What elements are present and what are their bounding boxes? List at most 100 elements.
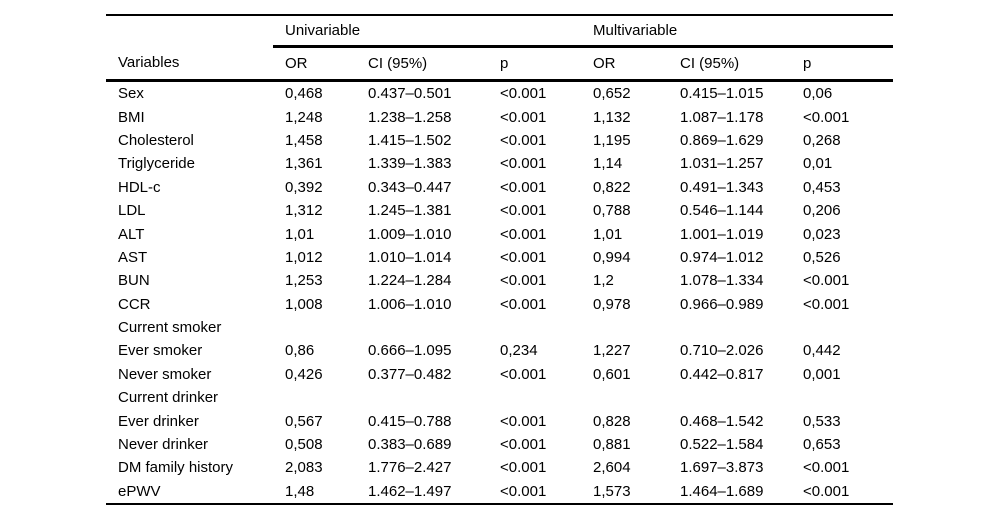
table-row: Never drinker 0,508 0.383–0.689 <0.001 0… <box>106 433 893 456</box>
cell-ci-univariable: 0.437–0.501 <box>368 85 452 103</box>
cell-or-univariable: 1,01 <box>285 225 315 243</box>
cell-ci-multivariable <box>668 316 791 339</box>
column-header-p-univariable: p <box>488 46 581 82</box>
table-row: Ever drinker 0,567 0.415–0.788 <0.001 0,… <box>106 409 893 432</box>
cell-or-multivariable: 0,994 <box>593 248 631 266</box>
cell-p-multivariable: <0.001 <box>803 272 850 290</box>
cell-or-multivariable: 0,978 <box>593 295 631 313</box>
cell-or-univariable: 0,508 <box>285 436 323 454</box>
row-label: ePWV <box>106 479 273 506</box>
cell-ci-multivariable: 0.974–1.012 <box>680 248 764 266</box>
row-label: Current smoker <box>118 319 222 337</box>
regression-table: Univariable Multivariable Variables OR C… <box>106 14 894 506</box>
cell-ci-multivariable: 1.031–1.257 <box>680 155 764 173</box>
cell-or-multivariable: 0,881 <box>593 436 631 454</box>
column-header-or-multivariable: OR <box>581 46 668 82</box>
cell-p-multivariable <box>791 316 893 339</box>
table-row: LDL 1,312 1.245–1.381 <0.001 0,788 0.546… <box>106 199 893 222</box>
cell-ci-univariable <box>356 386 488 409</box>
table-row: Triglyceride 1,361 1.339–1.383 <0.001 1,… <box>106 152 893 175</box>
table-row: Never smoker 0,426 0.377–0.482 <0.001 0,… <box>106 363 893 386</box>
cell-p-univariable: <0.001 <box>500 459 547 477</box>
cell-p-multivariable: <0.001 <box>791 479 894 506</box>
cell-p-univariable <box>488 386 581 409</box>
cell-or-multivariable: 0,822 <box>593 178 631 196</box>
cell-p-univariable: <0.001 <box>500 131 547 149</box>
cell-or-univariable: 1,248 <box>285 108 323 126</box>
cell-or-multivariable <box>581 316 668 339</box>
cell-or-univariable: 1,312 <box>285 202 323 220</box>
table-row: AST 1,012 1.010–1.014 <0.001 0,994 0.974… <box>106 246 893 269</box>
cell-or-multivariable <box>581 386 668 409</box>
cell-ci-univariable: 0.666–1.095 <box>368 342 452 360</box>
cell-or-univariable <box>273 386 356 409</box>
group-header-univariable: Univariable <box>273 14 581 48</box>
cell-or-multivariable: 0,828 <box>593 412 631 430</box>
cell-ci-univariable: 1.010–1.014 <box>368 248 452 266</box>
cell-or-univariable: 1,458 <box>285 131 323 149</box>
table-row: BMI 1,248 1.238–1.258 <0.001 1,132 1.087… <box>106 105 893 128</box>
table-row: HDL-c 0,392 0.343–0.447 <0.001 0,822 0.4… <box>106 176 893 199</box>
cell-or-multivariable: 0,601 <box>593 365 631 383</box>
group-header-spacer <box>106 14 273 47</box>
cell-p-univariable: <0.001 <box>500 202 547 220</box>
cell-or-multivariable: 1,227 <box>593 342 631 360</box>
cell-ci-multivariable: 0.966–0.989 <box>680 295 764 313</box>
cell-p-univariable: <0.001 <box>500 178 547 196</box>
cell-or-univariable: 1,253 <box>285 272 323 290</box>
row-label: BUN <box>118 272 150 290</box>
cell-p-multivariable: 0,442 <box>803 342 841 360</box>
table-body: Sex 0,468 0.437–0.501 <0.001 0,652 0.415… <box>106 81 894 506</box>
cell-ci-multivariable: 0.522–1.584 <box>680 436 764 454</box>
table-row: Cholesterol 1,458 1.415–1.502 <0.001 1,1… <box>106 129 893 152</box>
cell-or-univariable: 2,083 <box>285 459 323 477</box>
cell-ci-multivariable: 0.869–1.629 <box>680 131 764 149</box>
row-label: Cholesterol <box>118 131 194 149</box>
table-head: Univariable Multivariable Variables OR C… <box>106 14 894 82</box>
row-label: AST <box>118 248 148 266</box>
cell-p-univariable: <0.001 <box>500 272 547 290</box>
cell-p-univariable: <0.001 <box>500 436 547 454</box>
cell-ci-univariable: 1.462–1.497 <box>356 479 488 506</box>
row-label: LDL <box>118 202 146 220</box>
row-label: Sex <box>118 85 144 103</box>
table-row: BUN 1,253 1.224–1.284 <0.001 1,2 1.078–1… <box>106 269 893 292</box>
cell-or-univariable <box>273 316 356 339</box>
cell-or-multivariable: 0,652 <box>593 85 631 103</box>
cell-ci-univariable: 1.776–2.427 <box>368 459 452 477</box>
cell-p-univariable: <0.001 <box>500 155 547 173</box>
cell-or-multivariable: 0,788 <box>593 202 631 220</box>
cell-ci-univariable: 0.383–0.689 <box>368 436 452 454</box>
cell-p-univariable: <0.001 <box>500 85 547 103</box>
table-row: DM family history 2,083 1.776–2.427 <0.0… <box>106 456 893 479</box>
cell-p-multivariable: <0.001 <box>803 295 850 313</box>
cell-or-univariable: 1,012 <box>285 248 323 266</box>
cell-p-multivariable: 0,206 <box>803 202 841 220</box>
row-label: Never smoker <box>118 365 212 383</box>
cell-p-univariable: 0,234 <box>500 342 538 360</box>
cell-p-multivariable: 0,533 <box>803 412 841 430</box>
cell-ci-multivariable: 0.491–1.343 <box>680 178 764 196</box>
cell-ci-univariable <box>356 316 488 339</box>
cell-p-multivariable: 0,453 <box>803 178 841 196</box>
cell-or-multivariable: 2,604 <box>593 459 631 477</box>
cell-p-multivariable: 0,01 <box>803 155 833 173</box>
row-label: BMI <box>118 108 145 126</box>
cell-p-multivariable: <0.001 <box>803 459 850 477</box>
cell-ci-univariable: 1.009–1.010 <box>368 225 452 243</box>
table-row: ePWV 1,48 1.462–1.497 <0.001 1,573 1.464… <box>106 479 894 506</box>
column-header-ci-univariable: CI (95%) <box>356 46 488 82</box>
row-label: Never drinker <box>118 436 209 454</box>
cell-ci-multivariable: 1.464–1.689 <box>668 479 791 506</box>
cell-p-univariable: <0.001 <box>500 108 547 126</box>
column-header-or-univariable: OR <box>273 46 356 82</box>
cell-p-univariable: <0.001 <box>500 295 547 313</box>
cell-or-univariable: 1,008 <box>285 295 323 313</box>
row-label: DM family history <box>118 459 234 477</box>
cell-ci-multivariable: 1.087–1.178 <box>680 108 764 126</box>
cell-or-univariable: 1,48 <box>273 479 356 506</box>
cell-or-univariable: 0,567 <box>285 412 323 430</box>
cell-ci-multivariable: 1.001–1.019 <box>680 225 764 243</box>
cell-or-univariable: 0,392 <box>285 178 323 196</box>
cell-ci-univariable: 0.377–0.482 <box>368 365 452 383</box>
